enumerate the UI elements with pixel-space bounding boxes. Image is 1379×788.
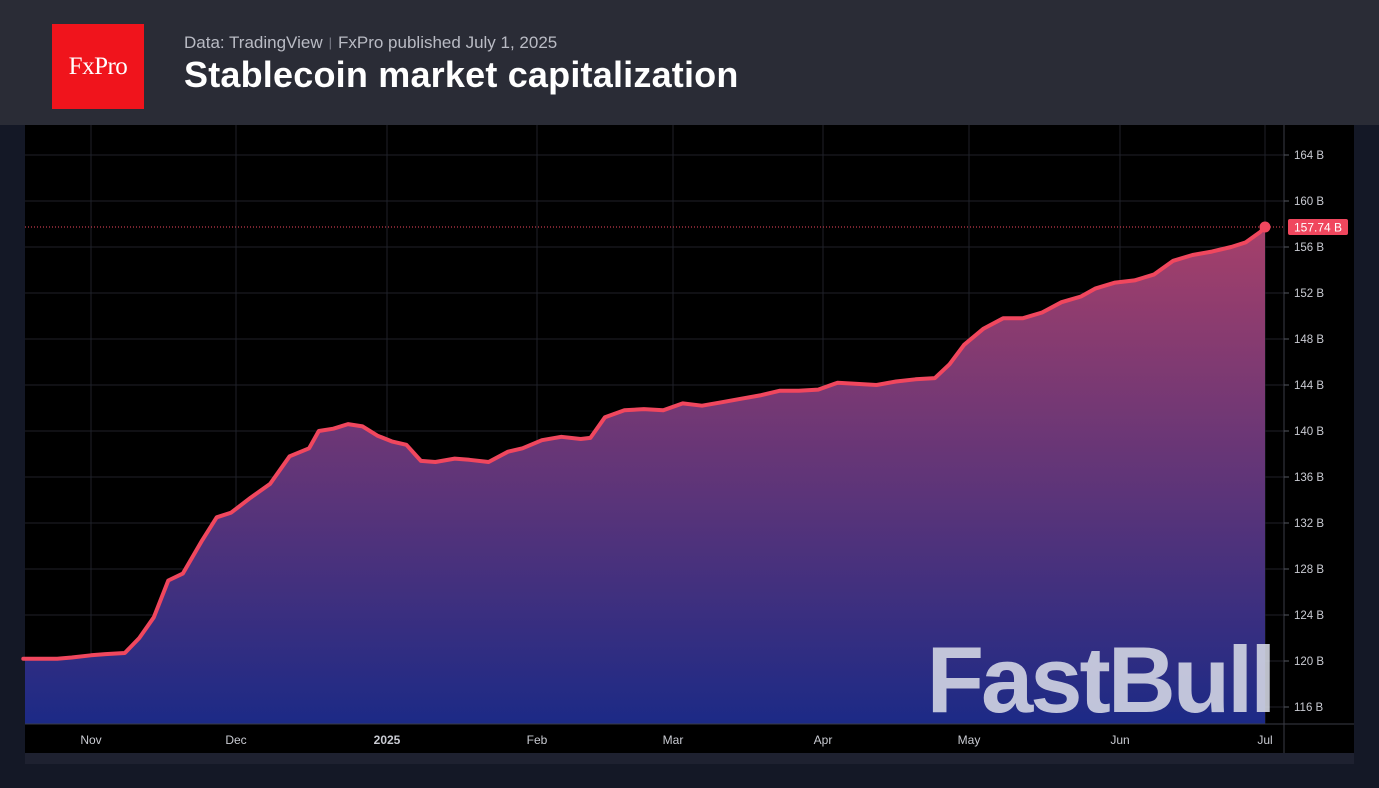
x-tick-label: May xyxy=(958,733,981,747)
x-tick-label: 2025 xyxy=(374,733,401,747)
y-tick-label: 124 B xyxy=(1294,610,1324,622)
last-point-marker xyxy=(1259,221,1271,233)
source-separator: | xyxy=(328,35,332,50)
y-tick-label: 116 B xyxy=(1294,702,1324,714)
time-axis-strip xyxy=(25,752,1354,764)
y-tick-label: 160 B xyxy=(1294,196,1324,208)
page-title: Stablecoin market capitalization xyxy=(184,54,739,95)
y-tick-label: 152 B xyxy=(1294,288,1324,300)
axis-layer: 164 B 160 B 156 B 152 B 148 B 144 B 140 B 136 B… xyxy=(25,125,1354,753)
y-tick-label: 164 B xyxy=(1294,150,1324,162)
y-tick-label: 128 B xyxy=(1294,564,1324,576)
fastbull-watermark: FastBull xyxy=(927,627,1274,732)
watermark-layer: FastBull xyxy=(927,627,1277,732)
source-line: Data: TradingView | FxPro published July 1… xyxy=(184,33,557,53)
logo-text: FxPro xyxy=(68,52,128,80)
publisher: FxPro published xyxy=(338,33,461,52)
y-tick-label: 156 B xyxy=(1294,242,1324,254)
last-value-badge xyxy=(1288,218,1348,235)
x-tick-label: Dec xyxy=(225,733,246,747)
y-tick-label: 120 B xyxy=(1294,656,1324,668)
x-tick-label: Jun xyxy=(1110,733,1129,747)
x-tick-label: Mar xyxy=(663,733,684,747)
y-tick-label: 140 B xyxy=(1294,426,1324,438)
x-tick-label: Feb xyxy=(527,733,548,747)
y-tick-label: 136 B xyxy=(1294,472,1324,484)
y-tick-label: 148 B xyxy=(1294,334,1324,346)
x-tick-label: Apr xyxy=(814,733,833,747)
area-layer xyxy=(21,221,1284,724)
series-line xyxy=(21,225,1267,661)
publish-date: July 1, 2025 xyxy=(465,33,558,52)
last-value-label: 157.74 B xyxy=(1294,220,1342,234)
y-tick-label: 132 B xyxy=(1294,518,1324,530)
data-source: Data: TradingView xyxy=(184,33,323,52)
x-tick-label: Nov xyxy=(80,733,101,747)
x-tick-label: Jul xyxy=(1257,733,1272,747)
chart-header: FxPro Data: TradingView | FxPro published … xyxy=(0,0,1379,125)
y-tick-label: 144 B xyxy=(1294,380,1324,392)
area-fill xyxy=(23,227,1265,724)
fxpro-logo: FxPro xyxy=(52,24,144,109)
